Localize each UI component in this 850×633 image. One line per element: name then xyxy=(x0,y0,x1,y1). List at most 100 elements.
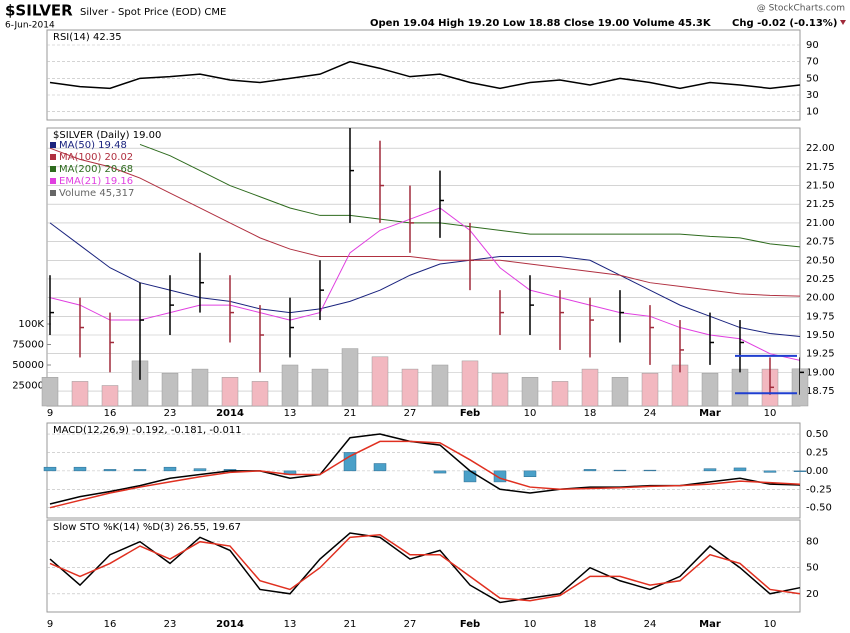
panel xyxy=(46,519,801,613)
x-tick-label: 13 xyxy=(284,619,297,630)
histogram-bar xyxy=(193,468,207,472)
volume-bar xyxy=(581,368,599,407)
description: Silver - Spot Price (EOD) CME xyxy=(80,7,226,18)
x-tick-label: 9 xyxy=(47,619,53,630)
y-tick-label: 50 xyxy=(806,563,819,574)
volume-bar xyxy=(431,364,449,407)
y-tick-label: 19.25 xyxy=(806,349,835,360)
x-tick-label: 18 xyxy=(584,408,597,419)
y-tick-label: 20.50 xyxy=(806,255,835,266)
panel-title: $SILVER (Daily) 19.00 xyxy=(53,130,161,141)
volume-bar xyxy=(641,372,659,407)
histogram-bar xyxy=(613,469,627,472)
date: 6-Jun-2014 xyxy=(5,21,55,31)
histogram-bar xyxy=(703,468,717,472)
x-tick-label: 24 xyxy=(644,408,657,419)
histogram-bar xyxy=(73,466,87,472)
volume-bar xyxy=(71,381,89,407)
x-tick-label: 27 xyxy=(404,619,417,630)
y-tick-label: 80 xyxy=(806,537,819,548)
volume-tick-label: 100K xyxy=(18,319,44,330)
volume-bar xyxy=(611,377,629,407)
volume-bar xyxy=(461,360,479,407)
volume-bar xyxy=(281,364,299,407)
volume-tick-label: 50000 xyxy=(12,360,44,371)
series-line xyxy=(49,533,801,602)
volume-bar xyxy=(371,356,389,407)
series-line xyxy=(49,60,801,90)
series-line xyxy=(49,207,800,361)
volume-tick-label: 75000 xyxy=(12,339,44,350)
panel-title: Slow STO %K(14) %D(3) 26.55, 19.67 xyxy=(53,522,241,533)
y-tick-label: 30 xyxy=(806,90,819,101)
x-tick-label: Feb xyxy=(460,408,480,419)
volume-bar xyxy=(731,368,749,407)
legend-label: MA(200) 20.68 xyxy=(59,164,133,175)
x-tick-label: 10 xyxy=(524,408,537,419)
x-tick-label: 10 xyxy=(764,619,777,630)
x-tick-label: 23 xyxy=(164,619,177,630)
histogram-bar xyxy=(523,470,537,478)
y-tick-label: 21.00 xyxy=(806,218,835,229)
legend-swatch xyxy=(50,154,56,160)
y-tick-label: 90 xyxy=(806,40,819,51)
x-tick-label: 2014 xyxy=(216,619,244,630)
volume-bar xyxy=(41,377,59,407)
legend-label: Volume 45,317 xyxy=(59,188,134,199)
y-tick-label: 10 xyxy=(806,107,819,118)
histogram-bar xyxy=(43,466,57,472)
y-tick-label: 0.25 xyxy=(806,447,828,458)
y-tick-label: 20.00 xyxy=(806,293,835,304)
histogram-bar xyxy=(103,469,117,472)
volume-bar xyxy=(161,372,179,407)
x-tick-label: 10 xyxy=(524,619,537,630)
y-tick-label: 50 xyxy=(806,73,819,84)
histogram-bar xyxy=(763,470,777,473)
x-tick-label: 9 xyxy=(47,408,53,419)
legend-swatch xyxy=(50,178,56,184)
quote: Open 19.04 High 19.20 Low 18.88 Close 19… xyxy=(370,18,712,29)
histogram-bar xyxy=(133,469,147,472)
series-line xyxy=(49,147,800,297)
x-tick-label: 27 xyxy=(404,408,417,419)
x-tick-label: 21 xyxy=(344,619,357,630)
legend-label: EMA(21) 19.16 xyxy=(59,176,133,187)
x-tick-label: 2014 xyxy=(216,408,244,419)
volume-bar xyxy=(701,372,719,407)
y-tick-label: 19.00 xyxy=(806,367,835,378)
y-tick-label: -0.25 xyxy=(806,484,832,495)
volume-bar xyxy=(521,377,539,407)
y-tick-label: -0.50 xyxy=(806,503,832,514)
histogram-bar xyxy=(493,470,507,483)
volume-bar xyxy=(551,381,569,407)
volume-bar xyxy=(101,385,119,407)
volume-bar xyxy=(401,368,419,407)
y-tick-label: 21.25 xyxy=(806,199,835,210)
volume-bar xyxy=(341,348,359,407)
y-tick-label: 19.75 xyxy=(806,311,835,322)
x-tick-label: 21 xyxy=(344,408,357,419)
x-tick-label: 23 xyxy=(164,408,177,419)
x-tick-label: 16 xyxy=(104,408,117,419)
histogram-bar xyxy=(583,469,597,472)
source: @ StockCharts.com xyxy=(757,4,845,14)
y-tick-label: 20.75 xyxy=(806,237,835,248)
legend-swatch xyxy=(50,166,56,172)
x-tick-label: Mar xyxy=(699,408,721,419)
legend-swatch xyxy=(50,190,56,196)
histogram-bar xyxy=(463,470,477,483)
y-tick-label: 0.50 xyxy=(806,429,828,440)
y-tick-label: 22.00 xyxy=(806,143,835,154)
legend-swatch xyxy=(50,142,56,148)
panel xyxy=(46,127,801,407)
x-tick-label: 10 xyxy=(764,408,777,419)
volume-bar xyxy=(221,377,239,407)
series-line xyxy=(49,222,800,337)
legend-label: MA(50) 19.48 xyxy=(59,140,127,151)
change: Chg -0.02 (-0.13%) xyxy=(732,18,837,29)
y-tick-label: 0.00 xyxy=(806,466,828,477)
y-tick-label: 19.50 xyxy=(806,330,835,341)
panel-title: RSI(14) 42.35 xyxy=(53,32,122,43)
